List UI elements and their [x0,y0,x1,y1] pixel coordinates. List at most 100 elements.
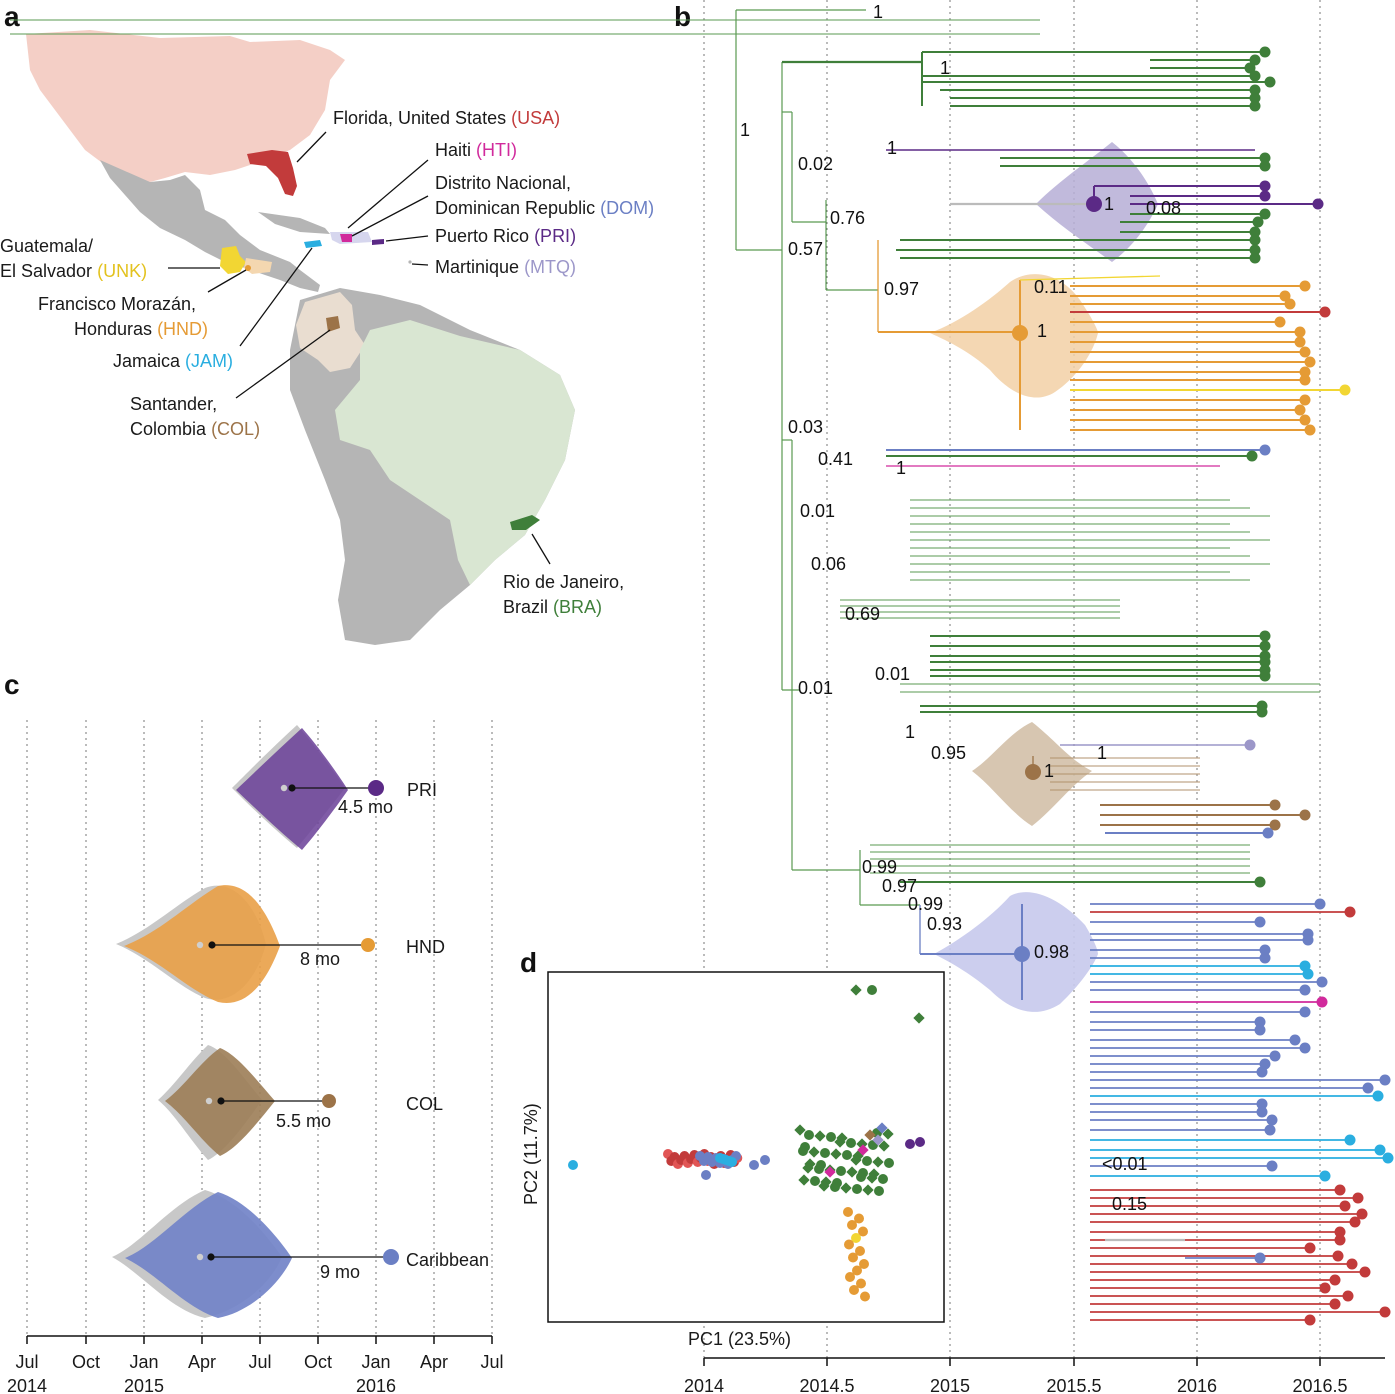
tree-tip [1259,208,1271,220]
tree-tip [1266,1114,1278,1126]
tree-tip [1319,1170,1331,1182]
tree-tip [1256,706,1268,718]
tree-tip [1342,1290,1354,1302]
tree-tip [1294,336,1306,348]
pca-point [846,1166,858,1178]
support-label: 0.97 [882,876,917,896]
tree-tip [1379,1306,1391,1318]
violin-gridlines [26,720,493,1336]
violin-pri-label: PRI [407,780,437,800]
tree-tip [1382,1152,1394,1164]
pca-point [867,985,877,995]
puerto-rico-island [372,239,384,245]
tree-tip [1264,76,1276,88]
violin-tick-month: Jul [15,1352,38,1372]
support-label: 0.01 [800,501,835,521]
tree-tip [1249,226,1261,238]
support-label: 1 [896,458,906,478]
tree-support-values: 1 1 1 0.02 1 0.08 0.76 0.57 0.97 0.11 1 … [740,2,1181,1214]
violin-tick-year: 2016 [356,1376,396,1394]
pca-point [858,1226,868,1237]
pca-point [824,1166,836,1178]
tree-tip [1256,1106,1268,1118]
tree-tip [1299,394,1311,406]
usa-landmass [26,30,345,182]
tree-tip [1319,306,1331,318]
martinique-island [408,260,412,264]
support-label: 1 [887,138,897,158]
pca-point [856,1278,866,1289]
tree-tip [1284,298,1296,310]
tree-tip [1259,46,1271,58]
violin-tick-year: 2014 [7,1376,47,1394]
pca-point [854,1213,864,1224]
tree-tip [1294,404,1306,416]
pca-point [848,1252,858,1263]
tree-tip [1249,252,1261,264]
pca-point [840,1182,852,1194]
support-label: 0.41 [818,449,853,469]
pca-point [876,1122,888,1134]
map-label-unk-line2: El Salvador (UNK) [0,261,147,281]
pca-point [850,984,862,996]
support-label: 1 [940,58,950,78]
pca-point [814,1164,824,1174]
tree-tips [1244,46,1394,1326]
support-label: <0.01 [1102,1154,1148,1174]
pca-point [818,1180,830,1192]
tree-tip [1254,1024,1266,1036]
pca-point [830,1182,840,1192]
tree-tip [1269,1050,1281,1062]
jamaica-island [304,240,322,248]
tree-tip [1254,876,1266,888]
map-label-col-line1: Santander, [130,394,217,414]
honduras-site [245,265,251,271]
tree-tip [1344,1134,1356,1146]
pca-point [862,1184,874,1196]
tree-tip [1359,1266,1371,1278]
tree-tip [1299,346,1311,358]
support-label: 1 [1104,194,1114,214]
support-label: 0.06 [811,554,846,574]
tree-tip [1264,1124,1276,1136]
tree-tip [1334,1226,1346,1238]
tree-tip [1319,1282,1331,1294]
tree-tip [1289,1034,1301,1046]
map-label-jam: Jamaica (JAM) [113,351,233,371]
tree-tip [1304,1242,1316,1254]
violin-tick-year: 2015 [124,1376,164,1394]
violin-tick-month: Jan [361,1352,390,1372]
support-label: 1 [1097,743,1107,763]
tree-tip [1249,70,1261,82]
violin-pri: 4.5 mo PRI [232,725,437,850]
pca-point [836,1166,846,1176]
tree-tip [1259,152,1271,164]
tree-tip [1304,1314,1316,1326]
support-label: 0.69 [845,604,880,624]
pca-point [760,1155,770,1165]
pca-plot-frame [547,971,945,1323]
tree-tip [1249,244,1261,256]
mexico-central-america [100,160,320,292]
support-label: 0.15 [1112,1194,1147,1214]
tree-tip [1259,190,1271,202]
support-label: 0.95 [931,743,966,763]
violin-col-label: COL [406,1094,443,1114]
pca-point [826,1132,836,1142]
pca-point [872,1156,884,1168]
tree-tip [1259,952,1271,964]
tree-tip [1294,326,1306,338]
tree-tip [1259,656,1271,668]
cuba-island [258,212,330,234]
honduras-region [244,258,272,274]
violin-hnd: 8 mo HND [116,885,445,1003]
support-label: 0.02 [798,154,833,174]
caribbean-node-marker [1014,946,1030,962]
pca-point [808,1146,820,1158]
tree-tip [1302,968,1314,980]
pca-point [857,1144,869,1156]
map-leader-lines [168,131,551,565]
pca-point [842,1150,852,1160]
pca-point [862,1156,872,1166]
haiti-region [340,234,352,242]
